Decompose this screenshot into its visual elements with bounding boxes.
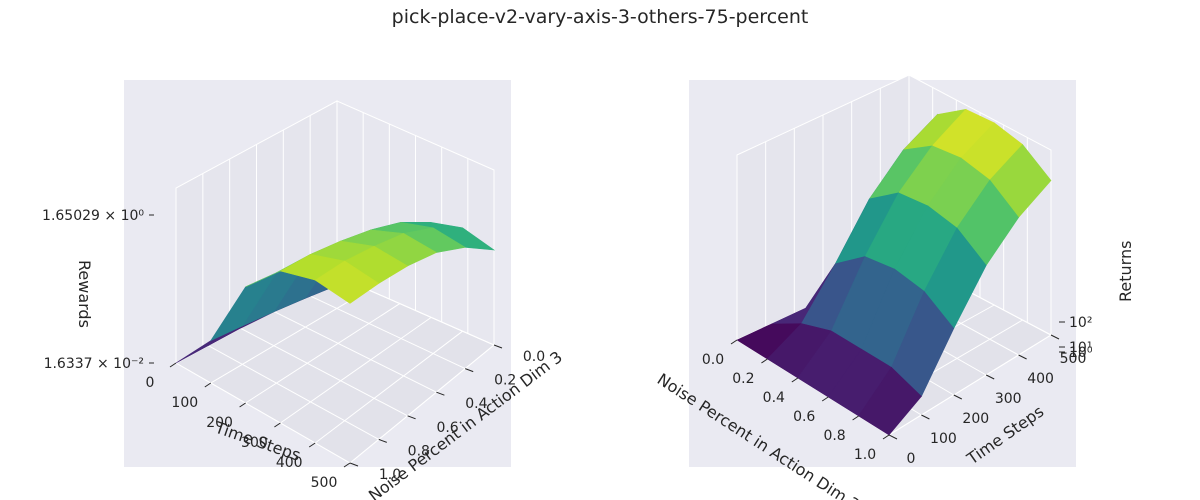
left-floor-gridline (210, 289, 369, 384)
left-y-tick-mark (349, 462, 359, 467)
right-y-tick-mark (1050, 334, 1060, 340)
right-x-tick-mark (882, 434, 890, 440)
right-z-tick-label: 10² (1069, 315, 1092, 331)
right-x-tick-mark (761, 358, 768, 364)
left-x-tick-label: 100 (171, 395, 198, 411)
right-surface-patch (858, 366, 922, 436)
right-x-tick-label: 0.0 (702, 352, 724, 368)
left-x-tick-mark (204, 382, 212, 388)
left-floor-gridline (280, 316, 432, 424)
left-x-tick-label: 300 (241, 435, 268, 451)
right-x-tick-mark (730, 339, 738, 345)
right-y-tick-label: 100 (930, 431, 957, 447)
right-y-ticks: 0 100 200 300 400 500 (888, 334, 1087, 467)
right-x-tick-mark (852, 415, 859, 421)
left-z-axis-title: Rewards (75, 260, 94, 328)
left-y-tick-mark (493, 344, 503, 349)
left-y-tick-label: 1.0 (379, 467, 401, 483)
right-x-tick-label: 0.2 (732, 371, 754, 387)
left-x-tick-mark (239, 402, 246, 408)
right-x-tick-mark (791, 377, 799, 383)
left-y-ticks: 0.0 0.2 0.4 0.6 0.8 1.0 (349, 344, 545, 483)
left-x-ticks: 0 100 200 300 400 500 (146, 362, 351, 491)
left-x-tick-mark (274, 422, 281, 428)
figure-title: pick-place-v2-vary-axis-3-others-75-perc… (391, 6, 809, 28)
left-y-tick-label: 0.4 (465, 396, 487, 412)
left-y-tick-mark (436, 391, 445, 396)
right-z-tick-label: 10⁰ (1069, 345, 1093, 361)
left-floor-gridline (175, 362, 351, 464)
left-x-tick-label: 200 (206, 415, 233, 431)
left-y-tick-mark (465, 368, 474, 373)
left-floor-gridline (207, 345, 380, 440)
right-y-tick-label: 200 (962, 411, 989, 427)
right-surface (736, 108, 1052, 436)
left-z-tick-label: 1.65029 × 10⁰ (42, 208, 144, 224)
right-floor-gridline (888, 334, 1052, 436)
left-y-tick-mark (378, 438, 387, 443)
right-y-tick-mark (1018, 354, 1027, 360)
left-floor-gridline (245, 303, 401, 404)
right-y-tick-mark (953, 394, 963, 400)
left-floor-gridline (240, 327, 408, 417)
left-x-tick-mark (343, 462, 351, 468)
right-plot-panel: 0.0 0.2 0.4 0.6 0.8 1.0 0 100 200 300 400 500 10⁰ 1… (654, 74, 1135, 500)
left-y-tick-label: 0.2 (494, 373, 516, 389)
right-y-tick-mark (921, 414, 930, 420)
left-y-tick-label: 0.0 (523, 349, 545, 365)
left-y-tick-label: 0.6 (436, 420, 458, 436)
left-floor-gridline (349, 344, 495, 464)
left-z-tick-label: 1.6337 × 10⁻² (44, 356, 144, 372)
left-x-tick-mark (169, 362, 177, 368)
left-z-ticks: 1.6337 × 10⁻² 1.65029 × 10⁰ (42, 208, 154, 372)
right-x-tick-mark (821, 396, 829, 402)
left-surface-patch (314, 260, 380, 304)
left-floor-gridline (272, 310, 437, 393)
right-x-tick-label: 0.8 (823, 428, 845, 444)
left-floor-gridline (304, 292, 466, 370)
left-x-tick-label: 400 (276, 455, 303, 471)
left-surface-plot: 0 100 200 300 400 500 0.0 0.2 0.4 0.6 0.8 1.0 1.63… (42, 100, 566, 500)
right-y-tick-mark (985, 374, 995, 380)
right-z-axis-title: Returns (1116, 241, 1135, 302)
right-x-ticks: 0.0 0.2 0.4 0.6 0.8 1.0 (702, 339, 890, 463)
right-z-tick-label: 10¹ (1069, 340, 1092, 356)
left-y-tick-mark (407, 415, 416, 420)
right-y-tick-mark (888, 434, 898, 440)
left-y-tick-label: 0.8 (408, 443, 430, 459)
right-y-tick-label: 500 (1060, 351, 1087, 367)
left-surface (175, 222, 496, 364)
right-y-tick-label: 0 (907, 451, 916, 467)
right-y-tick-label: 300 (995, 391, 1022, 407)
left-x-tick-mark (308, 442, 316, 448)
left-x-tick-label: 0 (146, 375, 155, 391)
right-x-tick-label: 1.0 (854, 447, 876, 463)
left-x-tick-label: 500 (311, 475, 338, 491)
right-x-tick-label: 0.6 (793, 409, 815, 425)
left-plot-panel: 0 100 200 300 400 500 0.0 0.2 0.4 0.6 0.8 1.0 1.63… (42, 80, 566, 500)
left-floor-gridline (314, 330, 463, 444)
right-y-tick-label: 400 (1027, 371, 1054, 387)
right-x-tick-label: 0.4 (763, 390, 785, 406)
